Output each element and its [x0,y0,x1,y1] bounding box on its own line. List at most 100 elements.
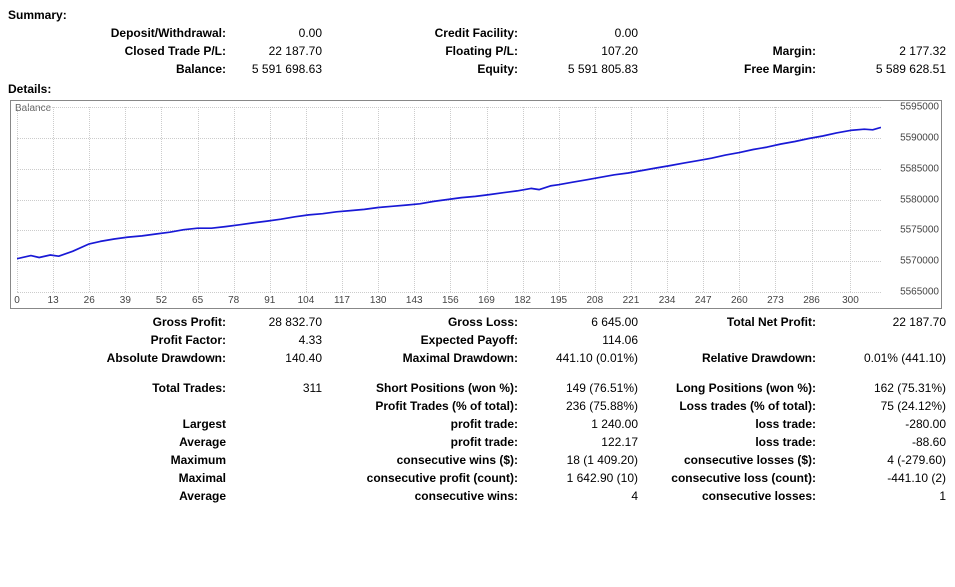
y-tick-5595000: 5595000 [900,102,939,113]
details-row-6-value1 [230,417,326,431]
details-row-7-value2: 122.17 [522,435,642,449]
details-row-2-value3: 0.01% (441.10) [820,351,950,365]
details-row-2-value1: 140.40 [230,351,326,365]
details-row-0-value1: 28 832.70 [230,315,326,329]
details-row-7-label3: loss trade: [642,435,820,449]
details-row-10-label2: consecutive wins: [326,489,522,503]
summary-row-1-value2: 107.20 [522,44,642,58]
x-tick-117: 117 [334,295,350,306]
details-row-9-label3: consecutive loss (count): [642,471,820,485]
details-row-0-value2: 6 645.00 [522,315,642,329]
details-row-1-value1: 4.33 [230,333,326,347]
details-row-1-value2: 114.06 [522,333,642,347]
x-tick-286: 286 [803,295,820,306]
details-row-6-value3: -280.00 [820,417,950,431]
details-row-6-label1: Largest [26,417,230,431]
x-tick-0: 0 [14,295,20,306]
x-tick-26: 26 [84,295,95,306]
x-tick-78: 78 [228,295,239,306]
summary-row-1-label3: Margin: [642,44,820,58]
x-tick-208: 208 [587,295,604,306]
details-grid: Gross Profit:28 832.70Gross Loss:6 645.0… [8,315,947,503]
details-row-6-value2: 1 240.00 [522,417,642,431]
details-row-9-label2: consecutive profit (count): [326,471,522,485]
x-tick-260: 260 [731,295,748,306]
summary-title: Summary: [8,8,947,22]
details-row-10-label1: Average [26,489,230,503]
y-tick-5590000: 5590000 [900,132,939,143]
details-row-1-label3 [642,333,820,347]
details-row-4-label3: Long Positions (won %): [642,381,820,395]
details-row-2-label3: Relative Drawdown: [642,351,820,365]
details-row-5-label1 [26,399,230,413]
balance-line [17,107,881,292]
details-row-1-label1: Profit Factor: [26,333,230,347]
details-row-7-label2: profit trade: [326,435,522,449]
details-title: Details: [8,82,947,96]
details-row-0-label1: Gross Profit: [26,315,230,329]
x-tick-195: 195 [550,295,567,306]
details-row-9-label1: Maximal [26,471,230,485]
details-row-8-label1: Maximum [26,453,230,467]
summary-row-2-value1: 5 591 698.63 [230,62,326,76]
details-row-2-label1: Absolute Drawdown: [26,351,230,365]
details-row-7-label1: Average [26,435,230,449]
x-tick-221: 221 [623,295,640,306]
details-row-5-value3: 75 (24.12%) [820,399,950,413]
balance-line-path [17,127,881,258]
x-tick-65: 65 [192,295,203,306]
x-tick-13: 13 [48,295,59,306]
details-row-0-label2: Gross Loss: [326,315,522,329]
details-row-6-label2: profit trade: [326,417,522,431]
summary-row-1-value1: 22 187.70 [230,44,326,58]
summary-row-1-label2: Floating P/L: [326,44,522,58]
details-row-5-label2: Profit Trades (% of total): [326,399,522,413]
x-tick-104: 104 [298,295,315,306]
details-row-0-value3: 22 187.70 [820,315,950,329]
summary-row-2-value2: 5 591 805.83 [522,62,642,76]
x-tick-130: 130 [370,295,387,306]
details-row-10-value3: 1 [820,489,950,503]
details-row-8-value1 [230,453,326,467]
summary-row-2-label3: Free Margin: [642,62,820,76]
details-row-2-label2: Maximal Drawdown: [326,351,522,365]
summary-row-0-value3 [820,26,950,40]
x-tick-169: 169 [478,295,495,306]
details-row-8-label2: consecutive wins ($): [326,453,522,467]
details-row-1-label2: Expected Payoff: [326,333,522,347]
details-row-8-label3: consecutive losses ($): [642,453,820,467]
details-row-2-value2: 441.10 (0.01%) [522,351,642,365]
details-row-9-value3: -441.10 (2) [820,471,950,485]
summary-row-0-label2: Credit Facility: [326,26,522,40]
balance-chart: Balance 55650005570000557500055800005585… [10,100,942,309]
y-tick-5575000: 5575000 [900,225,939,236]
summary-row-0-value2: 0.00 [522,26,642,40]
details-row-4-value1: 311 [230,381,326,395]
summary-row-2-label1: Balance: [26,62,230,76]
x-tick-247: 247 [695,295,712,306]
summary-grid: Deposit/Withdrawal:0.00Credit Facility:0… [8,26,947,76]
details-row-8-value3: 4 (-279.60) [820,453,950,467]
details-row-4-label1: Total Trades: [26,381,230,395]
details-row-10-value2: 4 [522,489,642,503]
x-tick-156: 156 [442,295,459,306]
details-row-9-value2: 1 642.90 (10) [522,471,642,485]
y-tick-5580000: 5580000 [900,194,939,205]
details-row-5-value2: 236 (75.88%) [522,399,642,413]
x-tick-143: 143 [406,295,423,306]
details-row-10-label3: consecutive losses: [642,489,820,503]
details-row-7-value1 [230,435,326,449]
details-row-5-label3: Loss trades (% of total): [642,399,820,413]
y-tick-5585000: 5585000 [900,163,939,174]
details-row-4-label2: Short Positions (won %): [326,381,522,395]
summary-row-2-label2: Equity: [326,62,522,76]
x-tick-273: 273 [767,295,784,306]
details-row-4-value2: 149 (76.51%) [522,381,642,395]
details-row-4-value3: 162 (75.31%) [820,381,950,395]
details-row-0-label3: Total Net Profit: [642,315,820,329]
summary-row-1-value3: 2 177.32 [820,44,950,58]
y-tick-5565000: 5565000 [900,287,939,298]
x-tick-39: 39 [120,295,131,306]
details-row-7-value3: -88.60 [820,435,950,449]
details-row-5-value1 [230,399,326,413]
